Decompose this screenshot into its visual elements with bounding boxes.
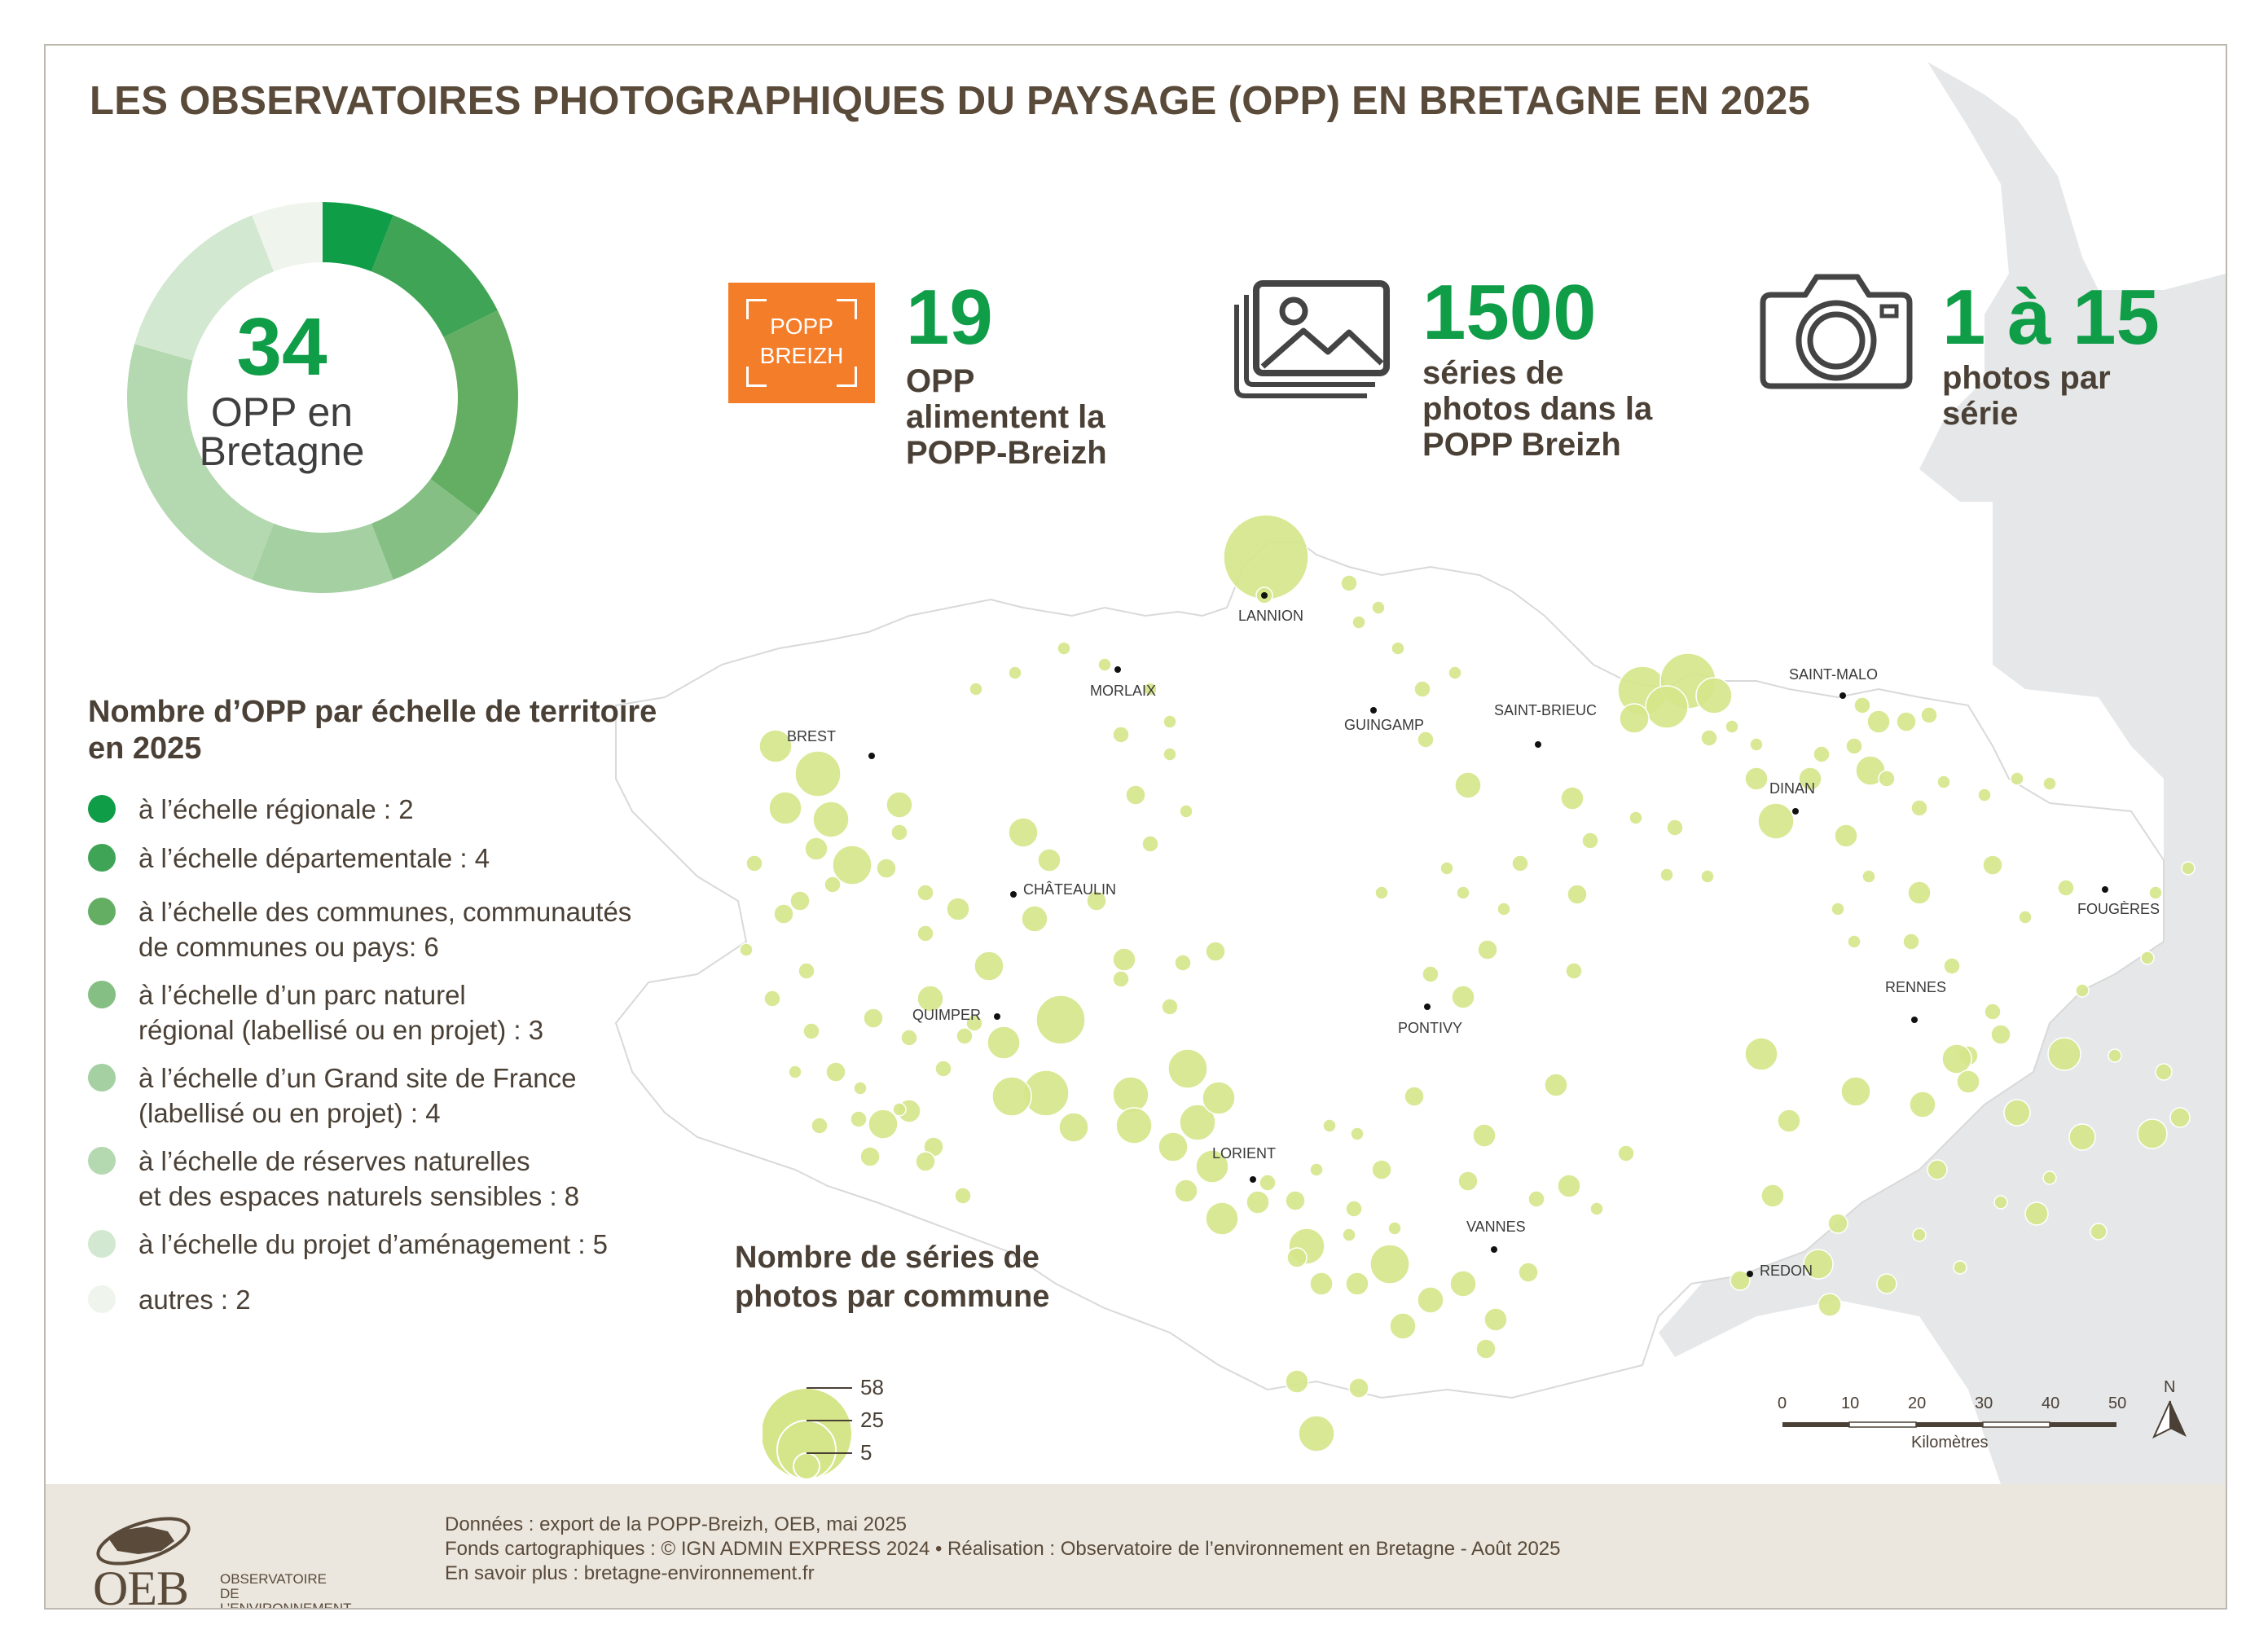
donut-segment [430, 310, 518, 516]
photos-range: 1 à 15 [1942, 274, 2160, 361]
donut-segment [323, 202, 393, 272]
scale-unit: Kilomètres [1911, 1434, 1989, 1452]
legend-label: à l’échelle départementale : 4 [138, 843, 490, 873]
legend-swatch [88, 981, 116, 1008]
donut-total: 34 [236, 301, 327, 393]
north-arrow-icon [2152, 1400, 2187, 1439]
legend-label: à l’échelle d’un Grand site de France (l… [138, 1063, 577, 1128]
bubble-size-legend [763, 1387, 853, 1480]
legend-label: à l’échelle régionale : 2 [138, 794, 414, 824]
city-label: SAINT-BRIEUC [1494, 702, 1598, 718]
city-label: PONTIVY [1398, 1020, 1463, 1036]
scale-tick: 40 [2042, 1394, 2060, 1412]
scale-tick: 30 [1975, 1394, 1993, 1412]
city-label: VANNES [1466, 1219, 1526, 1235]
size-label-58: 58 [860, 1375, 884, 1399]
donut-label: OPP en Bretagne [160, 392, 404, 474]
donut-segment [252, 202, 323, 272]
donut-center: 34 OPP en Bretagne [160, 301, 404, 474]
legend-swatch [88, 1064, 116, 1091]
popp-breizh-logo: POPP BREIZH [728, 283, 875, 403]
city-label: MORLAIX [1090, 683, 1157, 699]
donut-label-line2: Bretagne [199, 428, 365, 474]
page-title: LES OBSERVATOIRES PHOTOGRAPHIQUES DU PAY… [90, 79, 1811, 123]
donut-chart [126, 202, 518, 593]
donut-label-line1: OPP en [210, 389, 354, 435]
bretagne-land [614, 542, 2165, 1399]
popp-logo-text: POPP BREIZH [759, 314, 844, 368]
footer-data-source: Données : export de la POPP-Breizh, OEB,… [445, 1513, 907, 1535]
footer-credits: Fonds cartographiques : © IGN ADMIN EXPR… [445, 1538, 1561, 1560]
donut-segment [371, 479, 479, 580]
series-legend-title: Nombre de séries de photos par commune [735, 1241, 1050, 1314]
footer: OEB OBSERVATOIRE DE L’ENVIRONNEMENT EN B… [46, 1484, 2226, 1608]
city-label: RENNES [1885, 979, 1947, 995]
city-label: BREST [787, 728, 837, 744]
scale-tick: 50 [2108, 1394, 2127, 1412]
scale-tick: 0 [1778, 1394, 1787, 1412]
size-label-25: 25 [860, 1408, 884, 1432]
opp-count: 19 [906, 274, 993, 361]
city-label: FOUGÈRES [2077, 901, 2160, 917]
donut-segment [134, 215, 275, 361]
photos-range-text: photos par série [1942, 360, 2111, 432]
donut-segment [252, 523, 393, 593]
bubble-layer [739, 514, 2195, 1452]
city-label: CHÂTEAULIN [1023, 881, 1117, 898]
camera-icon [1760, 274, 1913, 389]
scale-tick: 10 [1841, 1394, 1860, 1412]
legend-swatch [88, 1230, 116, 1258]
series-count-text: séries de photos dans la POPP Breizh [1422, 355, 1653, 463]
city-label: DINAN [1769, 780, 1816, 797]
legend-label: à l’échelle de réserves naturelles et de… [138, 1146, 580, 1211]
legend-label: à l’échelle des communes, communautés de… [138, 897, 632, 962]
legend-swatch [88, 844, 116, 872]
footer-more-info: En savoir plus : bretagne-environnement.… [445, 1562, 815, 1584]
oeb-logo-mark: OEB [93, 1561, 189, 1610]
series-count: 1500 [1422, 269, 1597, 356]
north-label: N [2164, 1378, 2176, 1396]
legend-label: à l’échelle d’un parc naturel régional (… [138, 980, 544, 1045]
legend-swatch [88, 1285, 116, 1313]
oeb-logo-name: OBSERVATOIRE DE L’ENVIRONNEMENT EN BRETA… [220, 1571, 352, 1610]
city-label: REDON [1760, 1263, 1813, 1279]
oeb-emblem-icon [96, 1517, 191, 1566]
legend-swatch [88, 795, 116, 823]
infographic-frame: LES OBSERVATOIRES PHOTOGRAPHIQUES DU PAY… [44, 44, 2227, 1610]
city-label: GUINGAMP [1344, 717, 1425, 733]
city-label: QUIMPER [912, 1007, 982, 1023]
legend-title: Nombre d’OPP par échelle de territoire e… [88, 695, 657, 766]
scale-tick: 20 [1908, 1394, 1927, 1412]
legend-swatch [88, 898, 116, 925]
legend-swatch [88, 1147, 116, 1175]
legend-label: à l’échelle du projet d’aménagement : 5 [138, 1229, 609, 1259]
size-label-5: 5 [860, 1440, 872, 1465]
opp-count-text: OPP alimentent la POPP-Breizh [906, 363, 1107, 471]
donut-segment [126, 344, 275, 580]
donut-segment [371, 215, 498, 338]
city-label: LORIENT [1212, 1145, 1277, 1162]
city-label: SAINT-MALO [1789, 666, 1879, 683]
city-label: LANNION [1238, 608, 1304, 624]
legend-label: autres : 2 [138, 1285, 251, 1315]
photo-stack-icon [1234, 280, 1390, 398]
